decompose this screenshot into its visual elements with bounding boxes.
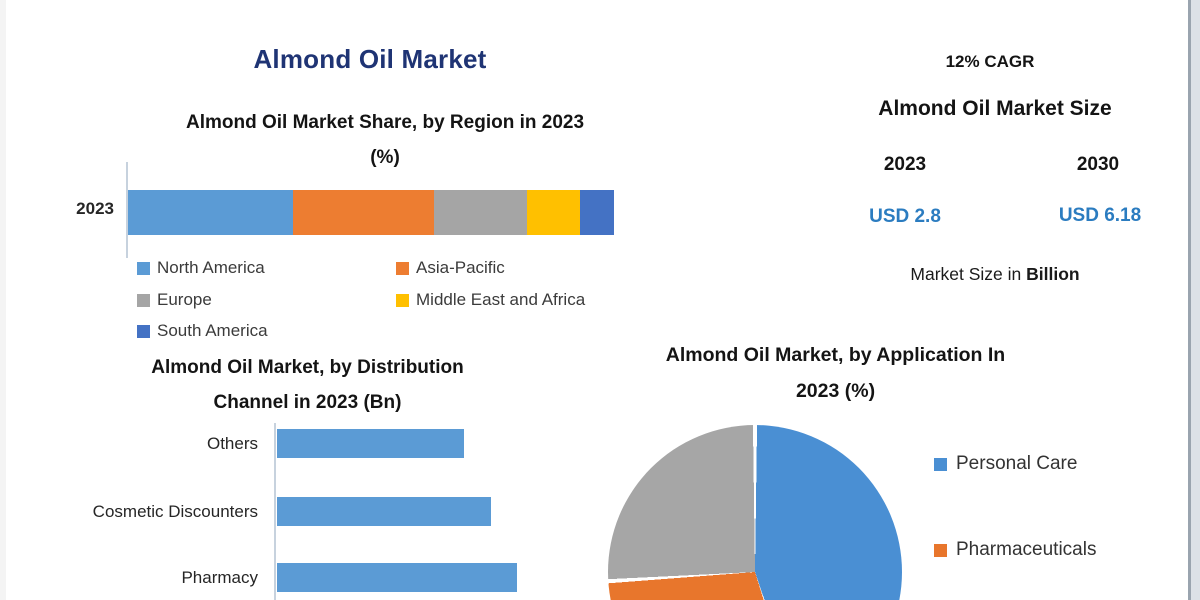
- application-pie: [608, 425, 902, 600]
- legend-item-asia-pacific: Asia-Pacific: [396, 258, 505, 278]
- legend-item-personal-care: Personal Care: [934, 453, 1077, 475]
- legend-item-europe: Europe: [137, 290, 212, 310]
- region-stacked-bar: [128, 190, 614, 235]
- legend-label: North America: [157, 258, 265, 277]
- distribution-bar-pharmacy: [277, 563, 517, 592]
- page-title: Almond Oil Market: [253, 44, 487, 74]
- application-chart-title-line2: 2023 (%): [795, 380, 876, 402]
- distribution-category-others: Others: [206, 434, 258, 453]
- middle-east-africa-swatch-icon: [396, 293, 409, 307]
- distribution-chart-title-line1: Almond Oil Market, by Distribution: [151, 357, 464, 378]
- region-chart-title-line1: Almond Oil Market Share, by Region in 20…: [185, 112, 585, 133]
- region-segment-middle-east-and-africa: [526, 190, 580, 235]
- region-segment-asia-pacific: [293, 190, 435, 235]
- left-edge-strip: [0, 0, 6, 600]
- legend-label: Personal Care: [956, 453, 1078, 474]
- asia-pacific-swatch-icon: [396, 261, 409, 275]
- region-segment-north-america: [128, 190, 294, 235]
- distribution-category-cosmetic-discounters: Cosmetic Discounters: [92, 502, 258, 521]
- south-america-swatch-icon: [137, 324, 150, 338]
- personal-care-swatch-icon: [934, 457, 947, 471]
- region-segment-europe: [434, 190, 527, 235]
- region-segment-south-america: [579, 190, 614, 235]
- legend-item-middle-east-africa: Middle East and Africa: [396, 290, 585, 310]
- legend-item-south-america: South America: [137, 321, 268, 341]
- market-size-value-2023: USD 2.8: [869, 206, 941, 227]
- footnote-prefix: Market Size in: [910, 264, 1027, 284]
- legend-label: Middle East and Africa: [416, 290, 586, 309]
- cagr-value: 12% CAGR: [945, 52, 1035, 71]
- legend-item-pharmaceuticals: Pharmaceuticals: [934, 539, 1096, 561]
- region-chart-category-label: 2023: [76, 199, 114, 218]
- footnote-unit: Billion: [1026, 264, 1080, 284]
- distribution-bar-others: [277, 429, 464, 458]
- market-size-title: Almond Oil Market Size: [878, 97, 1112, 120]
- market-size-year-2030: 2030: [1076, 154, 1120, 175]
- distribution-bar-cosmetic-discounters: [277, 497, 491, 526]
- pharmaceuticals-swatch-icon: [934, 543, 947, 557]
- application-chart-title-line1: Almond Oil Market, by Application In: [665, 344, 1006, 366]
- europe-swatch-icon: [137, 293, 150, 307]
- distribution-category-pharmacy: Pharmacy: [181, 568, 258, 587]
- legend-label: Pharmaceuticals: [956, 539, 1097, 560]
- north-america-swatch-icon: [137, 261, 150, 275]
- market-size-year-2023: 2023: [883, 154, 927, 175]
- distribution-chart-title-line2: Channel in 2023 (Bn): [213, 392, 402, 413]
- legend-item-north-america: North America: [137, 258, 265, 278]
- market-size-footnote: Market Size in Billion: [835, 264, 1155, 285]
- legend-label: South America: [157, 321, 268, 340]
- right-edge-strip: [1191, 0, 1200, 600]
- region-chart-axis-line: [126, 162, 128, 258]
- region-chart-title-line2: (%): [370, 147, 400, 168]
- legend-label: Europe: [157, 290, 212, 309]
- market-size-value-2030: USD 6.18: [1058, 205, 1142, 226]
- distribution-chart-axis-line: [274, 423, 276, 600]
- legend-label: Asia-Pacific: [416, 258, 505, 277]
- right-border-line: [1188, 0, 1191, 600]
